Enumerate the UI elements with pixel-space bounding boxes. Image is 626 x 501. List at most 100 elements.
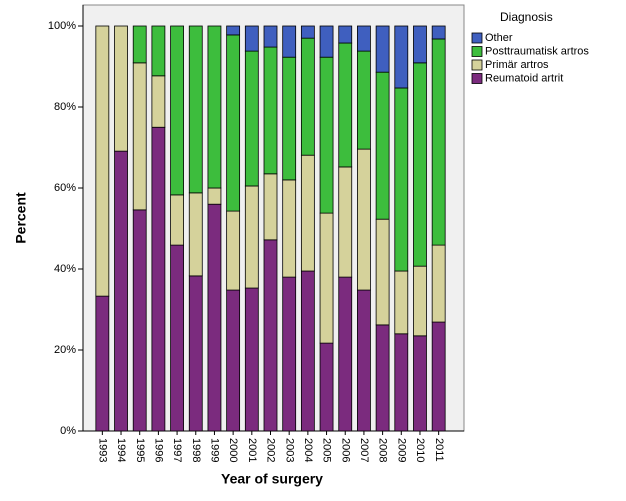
legend-title: Diagnosis bbox=[500, 10, 553, 24]
x-tick-label: 2009 bbox=[395, 438, 407, 462]
bar-segment bbox=[338, 276, 353, 432]
bar-segment bbox=[431, 38, 446, 246]
bar-segment bbox=[394, 270, 409, 335]
y-axis-title: Percent bbox=[13, 192, 29, 244]
y-tick-label: 80% bbox=[54, 101, 76, 113]
x-tick-label: 2011 bbox=[433, 438, 445, 462]
bar-segment bbox=[207, 187, 222, 205]
bar-segment bbox=[244, 50, 259, 187]
x-axis-title: Year of surgery bbox=[221, 471, 323, 487]
x-tick-label: 1995 bbox=[134, 438, 146, 462]
bar-segment bbox=[431, 25, 446, 40]
bar-segment bbox=[170, 25, 184, 196]
bar-segment bbox=[226, 210, 241, 291]
bar-segment bbox=[394, 25, 409, 89]
x-tick-label: 2002 bbox=[265, 438, 277, 462]
x-tick-label: 2007 bbox=[358, 438, 370, 462]
bar-segment bbox=[282, 56, 297, 181]
bar-segment bbox=[357, 25, 371, 52]
bar-segment bbox=[170, 194, 184, 246]
bar-segment bbox=[357, 148, 371, 291]
bar-segment bbox=[413, 335, 427, 432]
x-tick-label: 2010 bbox=[414, 438, 426, 462]
bar-segment bbox=[413, 62, 427, 267]
legend-swatch bbox=[471, 59, 483, 71]
x-tick-label: 1993 bbox=[96, 438, 108, 462]
bar-segment bbox=[263, 239, 278, 432]
bar-segment bbox=[375, 25, 390, 73]
legend-swatch bbox=[471, 32, 483, 44]
legend-label: Reumatoid artrit bbox=[485, 72, 563, 84]
bar-segment bbox=[319, 212, 334, 344]
bar-segment bbox=[244, 25, 259, 52]
bar-segment bbox=[357, 289, 371, 432]
bar-segment bbox=[151, 75, 166, 128]
x-tick-label: 1999 bbox=[209, 438, 221, 462]
bar-segment bbox=[226, 25, 241, 36]
y-tick-label: 100% bbox=[48, 20, 76, 32]
bar-segment bbox=[170, 244, 184, 432]
bar-segment bbox=[263, 25, 278, 48]
bar-segment bbox=[114, 25, 128, 152]
bar-segment bbox=[263, 46, 278, 175]
bar-segment bbox=[244, 185, 259, 289]
x-tick-label: 1994 bbox=[115, 438, 127, 462]
bar-segment bbox=[95, 295, 110, 432]
bar-segment bbox=[431, 244, 446, 323]
legend-swatch bbox=[471, 73, 483, 84]
bar-segment bbox=[431, 321, 446, 432]
legend-label: Primär artros bbox=[485, 59, 549, 71]
bar-segment bbox=[300, 270, 315, 432]
bar-segment bbox=[188, 275, 203, 432]
bar-segment bbox=[375, 71, 390, 220]
bar-segment bbox=[319, 56, 334, 214]
x-tick-label: 2005 bbox=[321, 438, 333, 462]
bar-segment bbox=[282, 276, 297, 432]
x-tick-label: 1997 bbox=[171, 438, 183, 462]
x-tick-label: 2003 bbox=[283, 438, 295, 462]
x-tick-label: 1996 bbox=[152, 438, 164, 462]
bar-segment bbox=[244, 287, 259, 432]
bar-segment bbox=[151, 25, 166, 77]
bar-segment bbox=[319, 342, 334, 432]
bar-segment bbox=[282, 179, 297, 278]
bar-segment bbox=[188, 192, 203, 277]
bar-segment bbox=[319, 25, 334, 58]
bar-segment bbox=[95, 25, 110, 297]
bar-segment bbox=[375, 324, 390, 432]
bar-segment bbox=[300, 154, 315, 272]
bar-segment bbox=[282, 25, 297, 58]
x-tick-label: 2006 bbox=[339, 438, 351, 462]
bar-segment bbox=[132, 209, 147, 432]
bar-segment bbox=[338, 166, 353, 278]
bar-segment bbox=[375, 218, 390, 326]
x-tick-label: 2008 bbox=[377, 438, 389, 462]
y-tick-label: 40% bbox=[54, 263, 76, 275]
y-tick-label: 60% bbox=[54, 182, 76, 194]
x-tick-label: 2000 bbox=[227, 438, 239, 462]
bar-segment bbox=[188, 25, 203, 194]
bar-segment bbox=[394, 333, 409, 432]
legend-swatch bbox=[471, 46, 483, 57]
bar-segment bbox=[207, 203, 222, 432]
legend-label: Other bbox=[485, 32, 513, 44]
legend-label: Posttraumatisk artros bbox=[485, 45, 589, 57]
x-tick-label: 1998 bbox=[190, 438, 202, 462]
bar-segment bbox=[114, 150, 128, 432]
bar-segment bbox=[132, 62, 147, 211]
bar-segment bbox=[338, 42, 353, 168]
bar-segment bbox=[300, 37, 315, 156]
x-tick-label: 2004 bbox=[302, 438, 314, 462]
bar-segment bbox=[132, 25, 147, 64]
bar-segment bbox=[151, 126, 166, 432]
bar-segment bbox=[300, 25, 315, 39]
bar-segment bbox=[357, 50, 371, 150]
bar-segment bbox=[207, 25, 222, 189]
bar-segment bbox=[413, 25, 427, 64]
bar-segment bbox=[413, 265, 427, 337]
bar-segment bbox=[263, 173, 278, 241]
y-tick-label: 20% bbox=[54, 344, 76, 356]
x-tick-label: 2001 bbox=[246, 438, 258, 462]
bar-segment bbox=[226, 289, 241, 432]
